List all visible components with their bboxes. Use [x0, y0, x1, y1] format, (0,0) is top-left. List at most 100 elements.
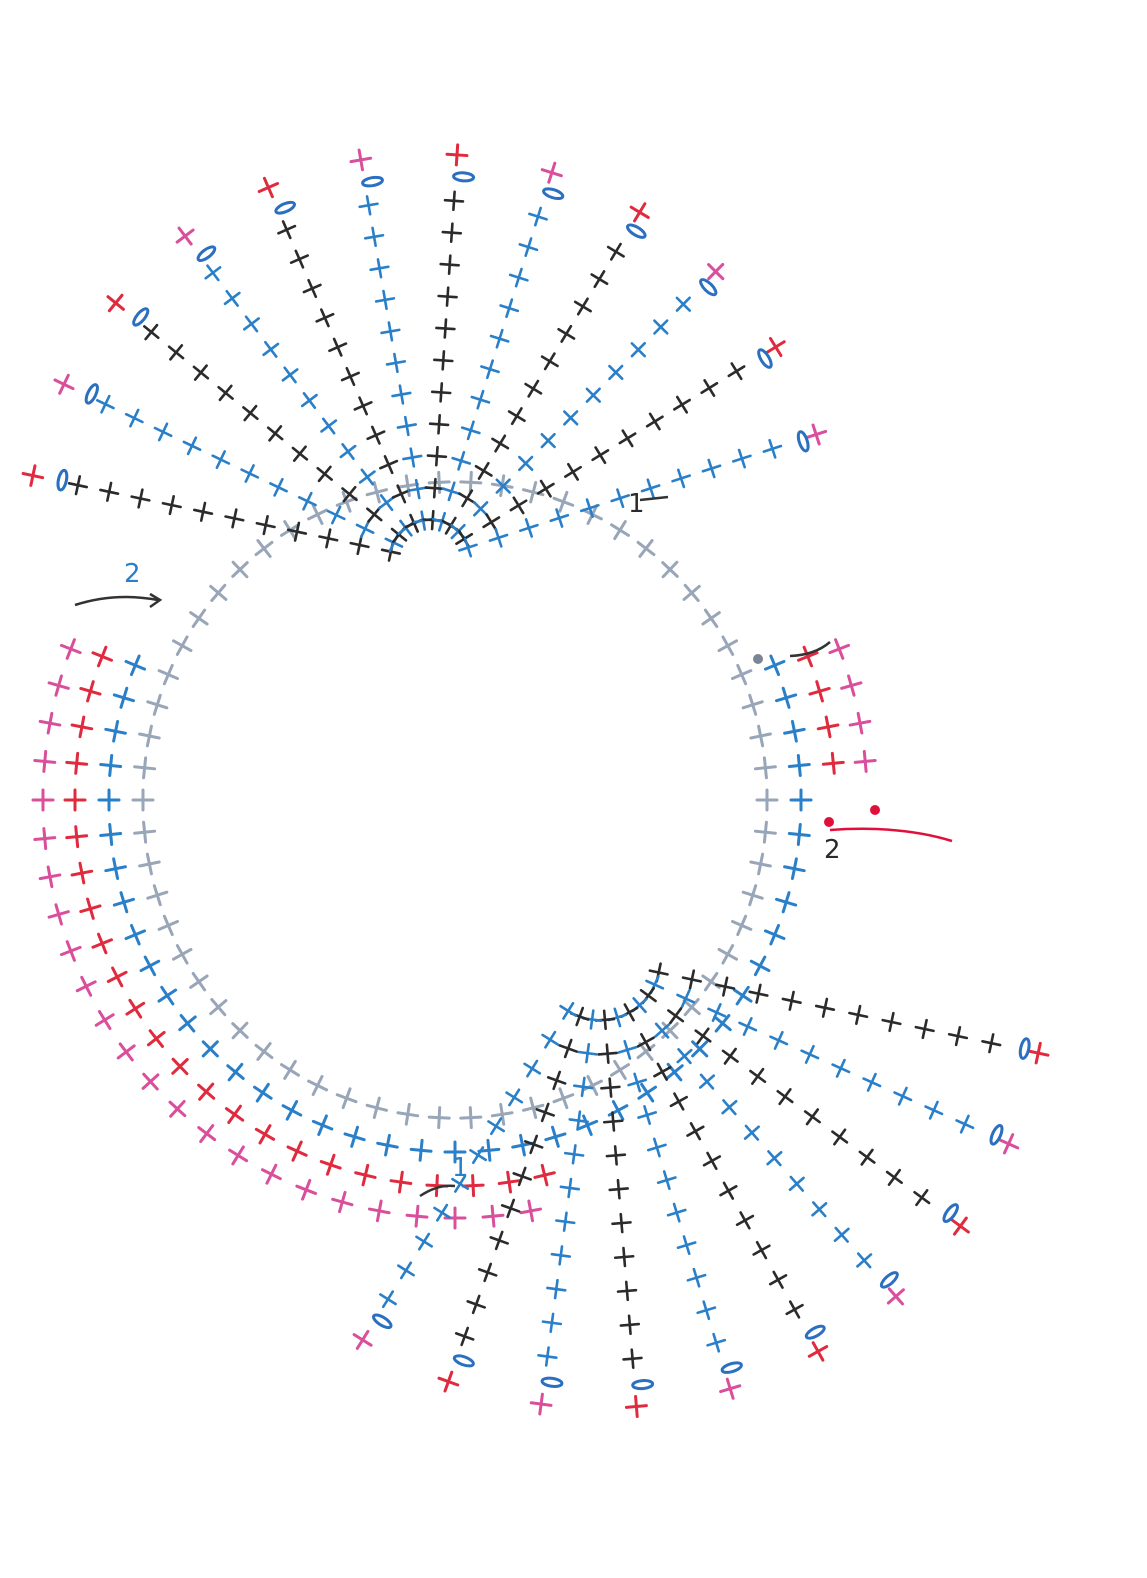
single-crochet-symbol [240, 464, 260, 483]
chain-symbol [720, 1361, 743, 1374]
single-crochet-symbol [886, 1287, 905, 1306]
single-crochet-symbol [573, 297, 592, 316]
single-crochet-symbol [1026, 1041, 1050, 1065]
single-crochet-symbol [597, 1043, 618, 1064]
single-crochet-symbol [116, 1042, 136, 1062]
single-crochet-symbol [676, 1235, 697, 1256]
chain-symbol [372, 1313, 393, 1330]
chain-symbol [452, 171, 476, 183]
single-crochet-symbol [546, 1278, 567, 1300]
single-crochet-symbol [133, 756, 157, 780]
single-crochet-symbol [473, 501, 489, 517]
single-crochet-symbol [99, 823, 123, 846]
single-crochet-symbol [182, 436, 202, 456]
single-crochet-symbol [297, 491, 317, 511]
single-crochet-symbol [224, 1104, 245, 1125]
single-crochet-symbol [738, 1016, 758, 1037]
single-crochet-symbol [489, 1230, 509, 1251]
single-crochet-symbol [460, 420, 481, 441]
single-crochet-symbol [671, 468, 691, 489]
single-crochet-symbol [636, 1032, 655, 1052]
single-crochet-symbol [226, 1062, 245, 1082]
chain-symbol [84, 383, 99, 405]
single-crochet-symbol [656, 1170, 677, 1191]
single-crochet-symbol [608, 364, 624, 381]
single-crochet-symbol [768, 1270, 788, 1289]
direction-arrows [74, 495, 953, 1198]
single-crochet-symbol [157, 914, 179, 937]
single-crochet-symbol [131, 788, 155, 812]
single-crochet-symbol [106, 966, 128, 988]
single-crochet-symbol [665, 1062, 684, 1082]
single-crochet-symbol [701, 458, 722, 479]
single-crochet-symbol [997, 1133, 1020, 1155]
single-crochet-symbol [731, 914, 753, 937]
single-crochet-symbol [721, 1047, 739, 1065]
single-crochet-symbol [743, 1124, 760, 1141]
single-crochet-symbol [201, 1040, 219, 1058]
single-crochet-symbol [540, 432, 556, 449]
single-crochet-symbol [564, 462, 582, 481]
foundation-ring [31, 470, 877, 1230]
single-crochet-symbol [776, 1088, 794, 1106]
single-crochet-symbol [104, 857, 127, 881]
single-crochet-symbol [260, 1163, 282, 1185]
single-crochet-symbol [610, 1059, 630, 1080]
single-crochet-symbol [619, 1314, 641, 1336]
single-crochet-symbol [696, 1300, 717, 1321]
single-crochet-symbol [125, 998, 146, 1019]
single-crochet-symbol [640, 478, 661, 499]
single-crochet-symbol [719, 1377, 742, 1400]
single-crochet-symbol [576, 1114, 599, 1136]
single-crochet-symbol [340, 366, 360, 387]
single-crochet-symbol [558, 1038, 578, 1059]
single-crochet-symbol [893, 1086, 913, 1106]
single-crochet-symbol [141, 1072, 160, 1091]
single-crochet-symbol [719, 1181, 738, 1200]
single-crochet-symbol [610, 520, 630, 541]
single-crochet-symbol [540, 352, 559, 371]
single-crochet-symbol [391, 384, 412, 405]
single-crochet-symbol [365, 481, 388, 504]
single-crochet-symbol [676, 1048, 693, 1065]
arrow-red [829, 827, 953, 843]
arrow-bottom [419, 1184, 456, 1198]
single-crochet-symbol [533, 1163, 556, 1187]
single-crochet-symbol [33, 827, 57, 851]
single-crochet-symbol [358, 468, 376, 486]
single-crochet-symbol [59, 638, 82, 660]
single-crochet-symbol [828, 638, 851, 660]
single-crochet-symbol [53, 373, 75, 395]
single-crochet-symbol [749, 1067, 767, 1085]
single-crochet-symbol [661, 1021, 679, 1040]
single-crochet-symbol [302, 278, 322, 299]
single-crochet-symbol [653, 319, 669, 335]
arrow-top-right [639, 495, 669, 502]
single-crochet-symbol [676, 989, 696, 1009]
single-crochet-symbol [378, 494, 396, 512]
single-crochet-symbol [365, 1096, 388, 1119]
single-crochet-symbol [441, 481, 462, 502]
single-crochet-symbol [426, 445, 448, 467]
single-crochet-symbol [75, 975, 97, 997]
single-crochet-symbol [175, 226, 195, 246]
single-crochet-symbol [821, 751, 845, 775]
single-crochet-symbol [189, 971, 209, 992]
single-crochet-symbol [168, 1100, 187, 1118]
single-crochet-symbol [38, 865, 62, 889]
single-crochet-symbol [335, 490, 358, 513]
single-crochet-symbol [691, 1040, 709, 1058]
single-crochet-symbol [224, 508, 245, 529]
single-crochet-symbol [495, 478, 511, 494]
single-crochet-symbol [681, 969, 703, 990]
single-crochet-symbol [171, 635, 193, 656]
single-crochet-symbol [451, 450, 472, 471]
single-crochet-symbol [281, 366, 299, 384]
single-crochet-symbol [617, 1039, 638, 1060]
chain-symbol [989, 1124, 1004, 1146]
single-crochet-symbol [146, 884, 169, 907]
single-crochet-symbol [524, 379, 543, 398]
single-crochet-symbol [458, 537, 478, 558]
single-crochet-symbol [379, 455, 399, 475]
single-crochet-symbol [785, 1300, 804, 1319]
